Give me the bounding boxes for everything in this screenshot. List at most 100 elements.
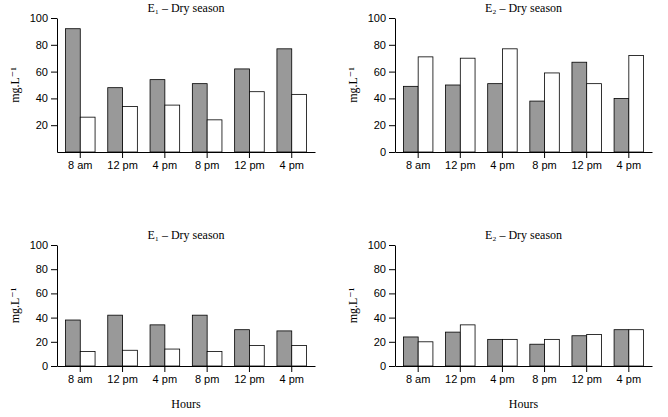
x-tick-label: 4 pm — [153, 159, 177, 171]
x-tick: 4 pm — [617, 152, 641, 171]
x-tick: 12 pm — [234, 366, 265, 385]
y-tick: 60 — [374, 66, 395, 78]
x-tick: 12 pm — [571, 366, 602, 385]
x-tick: 12 pm — [107, 366, 138, 385]
x-tick: 8 pm — [195, 152, 219, 171]
x-tick: 12 pm — [445, 152, 476, 171]
y-tick-label: 0 — [42, 360, 48, 372]
y-tick-label: 60 — [374, 287, 386, 299]
x-tick: 12 pm — [571, 152, 602, 171]
y-tick: 20 — [36, 119, 57, 131]
y-tick: 100 — [30, 12, 57, 24]
x-tick-label: 4 pm — [280, 373, 304, 385]
bar — [249, 345, 264, 366]
y-tick: 20 — [36, 336, 57, 348]
y-tick-mark — [51, 18, 57, 19]
y-tick-label: 20 — [36, 336, 48, 348]
x-tick-mark — [249, 152, 250, 158]
x-axis-line — [58, 366, 316, 367]
x-tick: 4 pm — [617, 366, 641, 385]
bar — [545, 339, 560, 366]
x-axis-line — [396, 152, 653, 153]
y-axis: 020406080100 — [368, 239, 396, 372]
bar — [502, 339, 517, 366]
y-tick-label: 80 — [36, 39, 48, 51]
x-tick-mark — [80, 152, 81, 158]
y-tick: 80 — [36, 39, 57, 51]
y-tick-mark — [389, 342, 395, 343]
x-tick-label: 8 am — [68, 159, 92, 171]
bar — [418, 57, 433, 152]
y-tick: 100 — [30, 239, 57, 251]
bar — [165, 349, 180, 366]
y-tick: 0 — [380, 360, 395, 372]
title: E₂ – Dry season — [485, 1, 562, 15]
bar — [292, 94, 307, 152]
y-tick-mark — [51, 98, 57, 99]
x-tick-mark — [418, 366, 419, 372]
x-tick-mark — [122, 366, 123, 372]
bars — [403, 49, 643, 152]
figure: 204060801008 am12 pm4 pm8 pm12 pm4 pmE₁ … — [0, 0, 668, 417]
x-tick-label: 12 pm — [234, 159, 265, 171]
y-tick-mark — [389, 98, 395, 99]
y-axis: 20406080100 — [30, 12, 58, 152]
x-tick-label: 4 pm — [490, 159, 514, 171]
bar — [446, 332, 461, 366]
bar — [545, 73, 560, 152]
y-tick-mark — [389, 318, 395, 319]
y-tick: 100 — [368, 12, 395, 24]
y-axis: 020406080100 — [368, 12, 396, 158]
bar — [123, 350, 138, 366]
bar — [530, 101, 545, 152]
x-tick-label: 12 pm — [445, 159, 476, 171]
y-tick-label: 40 — [36, 312, 48, 324]
x-tick: 8 am — [406, 152, 430, 171]
x-tick-mark — [164, 152, 165, 158]
y-tick-label: 0 — [380, 146, 386, 158]
y-tick-mark — [389, 72, 395, 73]
y-tick: 40 — [374, 92, 395, 104]
bar — [80, 117, 95, 152]
panel: 0204060801008 am12 pm4 pm8 pm12 pm4 pmE₁… — [8, 228, 316, 411]
x-axis-title: Hours — [509, 397, 539, 411]
bar — [530, 344, 545, 366]
bar — [403, 86, 418, 152]
bar — [418, 342, 433, 366]
x-tick-label: 4 pm — [280, 159, 304, 171]
x-tick: 8 am — [406, 366, 430, 385]
y-tick: 80 — [374, 263, 395, 275]
x-tick-label: 12 pm — [571, 159, 602, 171]
y-tick-label: 60 — [36, 66, 48, 78]
x-tick: 12 pm — [445, 366, 476, 385]
x-tick: 4 pm — [490, 152, 514, 171]
x-tick-label: 8 pm — [195, 373, 219, 385]
x-tick-mark — [122, 152, 123, 158]
bar — [572, 336, 587, 366]
bar — [150, 80, 165, 152]
bar — [446, 85, 461, 152]
bar — [277, 49, 292, 152]
y-axis-title: mg.L⁻¹ — [8, 67, 22, 103]
x-tick-label: 8 am — [406, 159, 430, 171]
y-axis-line — [395, 246, 396, 367]
y-axis-title: mg.L⁻¹ — [346, 287, 360, 323]
bars — [403, 325, 643, 366]
x-tick: 4 pm — [490, 366, 514, 385]
y-tick: 80 — [374, 39, 395, 51]
x-tick-mark — [502, 366, 503, 372]
bar — [207, 120, 222, 152]
x-tick: 8 am — [68, 366, 92, 385]
y-tick-mark — [389, 18, 395, 19]
bar — [502, 49, 517, 152]
y-tick-mark — [389, 293, 395, 294]
x-tick: 8 am — [68, 152, 92, 171]
y-tick-label: 40 — [374, 92, 386, 104]
x-tick-mark — [207, 152, 208, 158]
x-tick-label: 12 pm — [571, 373, 602, 385]
x-tick: 12 pm — [234, 152, 265, 171]
y-axis-title: mg.L⁻¹ — [346, 67, 360, 103]
x-tick-label: 4 pm — [617, 373, 641, 385]
x-tick-label: 8 pm — [195, 159, 219, 171]
x-tick: 4 pm — [280, 366, 304, 385]
